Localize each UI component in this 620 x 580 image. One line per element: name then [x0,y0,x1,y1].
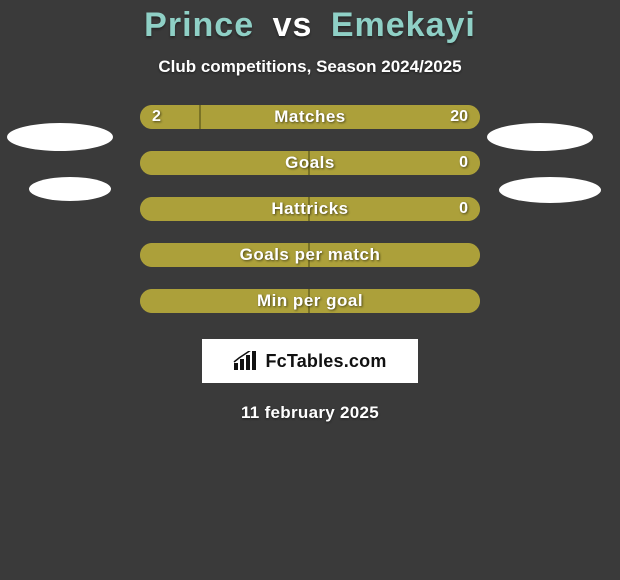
stat-bar: Goals per match [140,243,480,267]
title-vs: vs [273,6,313,44]
team-marker [499,177,601,203]
stat-bar-right-value: 0 [459,151,468,175]
stat-bar: Goals0 [140,151,480,175]
stat-bar-right-value: 20 [450,105,468,129]
team-marker [7,123,113,151]
brand-box[interactable]: FcTables.com [202,339,418,383]
page-title: Prince vs Emekayi [0,0,620,45]
comparison-canvas: Prince vs Emekayi Club competitions, Sea… [0,0,620,580]
stat-bar-label: Goals [140,151,480,175]
date-line: 11 february 2025 [0,403,620,423]
title-player-right: Emekayi [331,6,476,44]
brand-text: FcTables.com [265,351,386,372]
stat-bar-left-value: 2 [152,105,161,129]
team-marker [29,177,111,201]
title-player-left: Prince [144,6,254,44]
stat-bar: Matches2 20 [140,105,480,129]
stat-bar-label: Hattricks [140,197,480,221]
brand-chart-icon [233,351,259,371]
team-marker [487,123,593,151]
subtitle: Club competitions, Season 2024/2025 [0,57,620,77]
stat-bar-label: Goals per match [140,243,480,267]
stat-bar: Min per goal [140,289,480,313]
stat-bar-label: Matches [140,105,480,129]
comparison-bars: Matches220Goals0Hattricks0Goals per matc… [140,105,480,313]
stat-bar-right-value: 0 [459,197,468,221]
stat-bar-label: Min per goal [140,289,480,313]
stat-bar: Hattricks0 [140,197,480,221]
